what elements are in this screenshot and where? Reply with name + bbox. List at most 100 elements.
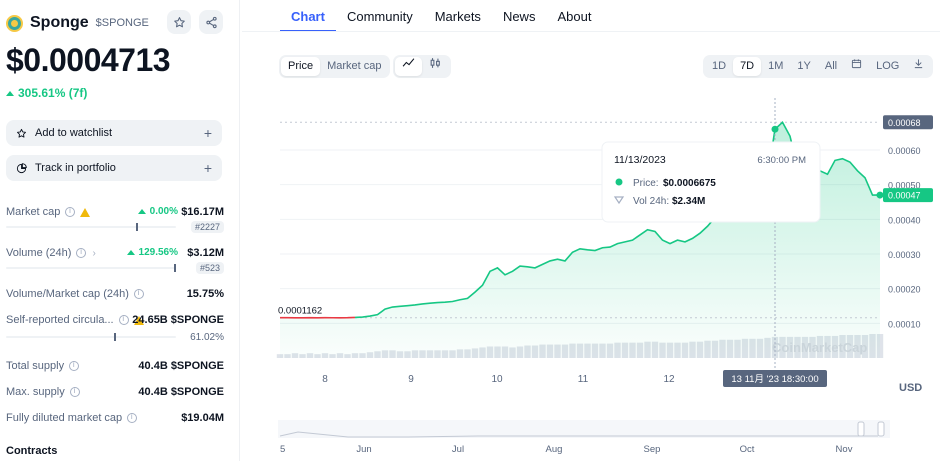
stat-max-supply: Max. supply 40.4B $SPONGE	[6, 386, 224, 400]
time-range-toggle: 1D 7D 1M 1Y All LOG	[703, 55, 934, 78]
total-supply-label: Total supply	[6, 360, 65, 372]
navigator-label: Nov	[836, 444, 853, 455]
currency-label: USD	[899, 382, 923, 394]
stat-label: Volume/Market cap (24h)	[6, 288, 144, 300]
line-chart-icon	[402, 58, 415, 67]
info-icon[interactable]	[69, 360, 80, 371]
calendar-button[interactable]	[844, 57, 869, 76]
tab-news[interactable]: News	[502, 9, 536, 24]
share-icon	[205, 16, 217, 28]
volume-label: Volume (24h)	[6, 247, 72, 259]
info-icon[interactable]	[118, 314, 129, 325]
tab-about[interactable]: About	[557, 9, 592, 24]
range-1m[interactable]: 1M	[768, 60, 784, 72]
tooltip-price-dot	[615, 178, 623, 186]
info-icon[interactable]	[69, 386, 80, 397]
line-chart-button[interactable]	[395, 57, 422, 76]
coin-symbol: $SPONGE	[95, 17, 149, 29]
pie-icon	[16, 162, 27, 173]
tooltip-price-value: $0.0006675	[663, 178, 716, 189]
volume-bar	[6, 264, 176, 272]
market-cap-value: $16.17M	[181, 206, 224, 218]
tab-community[interactable]: Community	[346, 9, 413, 24]
tab-markets[interactable]: Markets	[434, 9, 481, 24]
navigator-line	[279, 431, 878, 438]
tooltip-date: 11/13/2023	[614, 154, 666, 166]
watchlist-label: Add to watchlist	[35, 127, 113, 139]
y-tick-label: 0.00010	[888, 319, 921, 329]
current-price-text: 0.00047	[888, 191, 921, 201]
max-supply-label: Max. supply	[6, 386, 65, 398]
vol-mcap-value: 15.75%	[186, 288, 224, 300]
plus-icon: +	[203, 160, 212, 176]
navigator-label: Jul	[452, 444, 464, 455]
x-tick-label: 10	[491, 374, 503, 385]
contracts-heading: Contracts	[6, 445, 58, 457]
market-cap-toggle[interactable]: Market cap	[327, 60, 382, 72]
info-icon[interactable]	[133, 288, 144, 299]
high-price-text: 0.00068	[888, 118, 921, 128]
stat-label: Volume (24h) ›	[6, 247, 96, 259]
star-button[interactable]	[167, 10, 191, 34]
log-scale-button[interactable]: LOG	[876, 60, 900, 72]
volume-value: $3.12M	[187, 247, 224, 259]
self-reported-value: 24.65B $SPONGE	[132, 314, 224, 326]
range-7d[interactable]: 7D	[733, 57, 762, 76]
range-navigator[interactable]: 5 Jun Jul Aug Sep Oct Nov	[278, 418, 890, 461]
plus-icon: +	[203, 125, 212, 141]
tab-bar: Chart Community Markets News About	[280, 0, 602, 32]
price-toggle[interactable]: Price	[281, 57, 321, 76]
candle-chart-button[interactable]	[422, 57, 449, 76]
tooltip-box	[601, 141, 821, 223]
stat-market-cap: Market cap 0.00% $16.17M #2227	[6, 206, 224, 233]
fdv-label: Fully diluted market cap	[6, 412, 123, 424]
warning-icon[interactable]	[133, 315, 144, 325]
chart-style-toggle	[393, 55, 451, 78]
info-icon[interactable]	[65, 206, 76, 217]
navigator-label: Jun	[356, 444, 371, 455]
candlestick-icon	[430, 58, 440, 68]
bar-marker	[174, 264, 176, 272]
chevron-right-icon[interactable]: ›	[92, 247, 96, 259]
track-portfolio-button[interactable]: Track in portfolio +	[6, 155, 222, 181]
total-supply-value: 40.4B $SPONGE	[138, 360, 224, 372]
tooltip-volume-label: Vol 24h:	[633, 196, 669, 207]
chart-tooltip: 11/13/2023 6:30:00 PM Price: $0.0006675 Vol …	[601, 141, 821, 223]
caret-up-icon	[6, 90, 14, 96]
caret-up-icon	[137, 209, 146, 214]
navigator-label: 5	[280, 444, 285, 455]
range-all[interactable]: All	[824, 60, 838, 72]
start-price-label: 0.0001162	[278, 306, 322, 317]
tooltip-volume-value: $2.34M	[672, 196, 705, 207]
calendar-icon	[852, 59, 862, 69]
volume-change-value: 129.56%	[138, 247, 178, 258]
price-chart[interactable]: 0.00060 0.00050 0.00040 0.00030 0.00020 0.000…	[242, 90, 940, 390]
range-1y[interactable]: 1Y	[797, 60, 811, 72]
navigator-track	[278, 420, 890, 438]
market-cap-bar	[6, 223, 176, 231]
range-1d[interactable]: 1D	[712, 60, 727, 72]
stat-label: Fully diluted market cap	[6, 412, 138, 424]
tab-chart[interactable]: Chart	[280, 0, 336, 32]
stat-volume-market-cap: Volume/Market cap (24h) 15.75%	[6, 288, 224, 302]
self-reported-label: Self-reported circula...	[6, 314, 114, 326]
price-area	[280, 122, 880, 358]
warning-icon[interactable]	[80, 207, 91, 217]
volume-change: 129.56%	[126, 247, 178, 258]
info-icon[interactable]	[127, 412, 138, 423]
tooltip-volume-icon	[613, 196, 625, 205]
info-icon[interactable]	[76, 247, 87, 258]
fdv-value: $19.04M	[181, 412, 224, 424]
share-button[interactable]	[199, 10, 223, 34]
download-button[interactable]	[906, 57, 931, 76]
x-tick-label: 8	[322, 374, 328, 385]
self-reported-bar	[6, 333, 176, 341]
coin-sidebar: Sponge $SPONGE $0.0004713 305.61% (7f) A…	[0, 0, 240, 461]
add-to-watchlist-button[interactable]: Add to watchlist +	[6, 120, 222, 146]
price-change-value: 305.61% (7f)	[18, 86, 88, 100]
stat-label: Market cap	[6, 206, 91, 218]
y-tick-label: 0.00040	[888, 215, 921, 225]
current-point	[876, 191, 884, 199]
hover-date-badge	[723, 370, 827, 387]
stat-label: Max. supply	[6, 386, 80, 398]
